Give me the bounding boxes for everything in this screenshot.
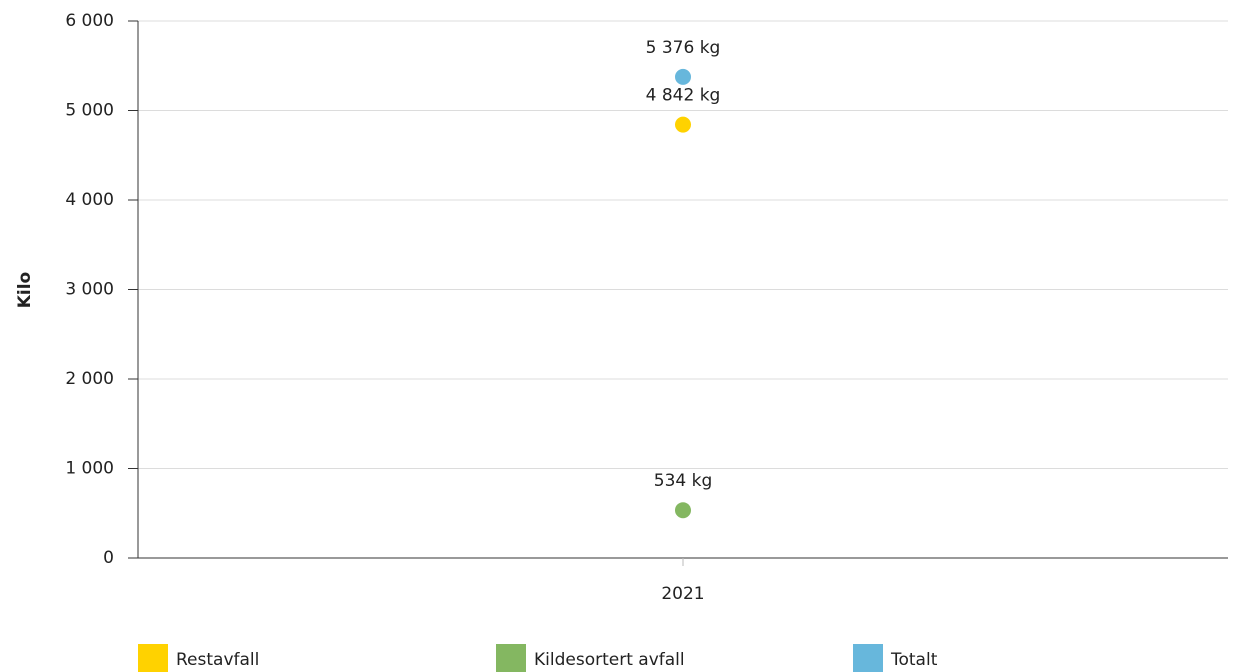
y-tick-label: 6 000 <box>65 11 114 31</box>
y-axis-label: Kilo <box>15 272 35 309</box>
y-tick-label: 0 <box>103 548 114 568</box>
data-label: 534 kg <box>654 471 713 491</box>
y-tick-label: 2 000 <box>65 369 114 389</box>
legend-label: Totalt <box>890 650 938 670</box>
data-label: 5 376 kg <box>646 38 721 58</box>
x-tick-label: 2021 <box>661 584 704 604</box>
legend-swatch <box>138 644 168 672</box>
legend-label: Kildesortert avfall <box>534 650 685 670</box>
y-tick-label: 5 000 <box>65 101 114 121</box>
data-label: 4 842 kg <box>646 86 721 106</box>
data-point <box>675 68 691 85</box>
data-point <box>675 116 691 133</box>
legend-label: Restavfall <box>176 650 259 670</box>
y-tick-label: 4 000 <box>65 190 114 210</box>
legend-swatch <box>496 644 526 672</box>
legend-swatch <box>853 644 883 672</box>
y-tick-label: 1 000 <box>65 459 114 479</box>
y-tick-label: 3 000 <box>65 280 114 300</box>
data-point <box>675 502 691 519</box>
